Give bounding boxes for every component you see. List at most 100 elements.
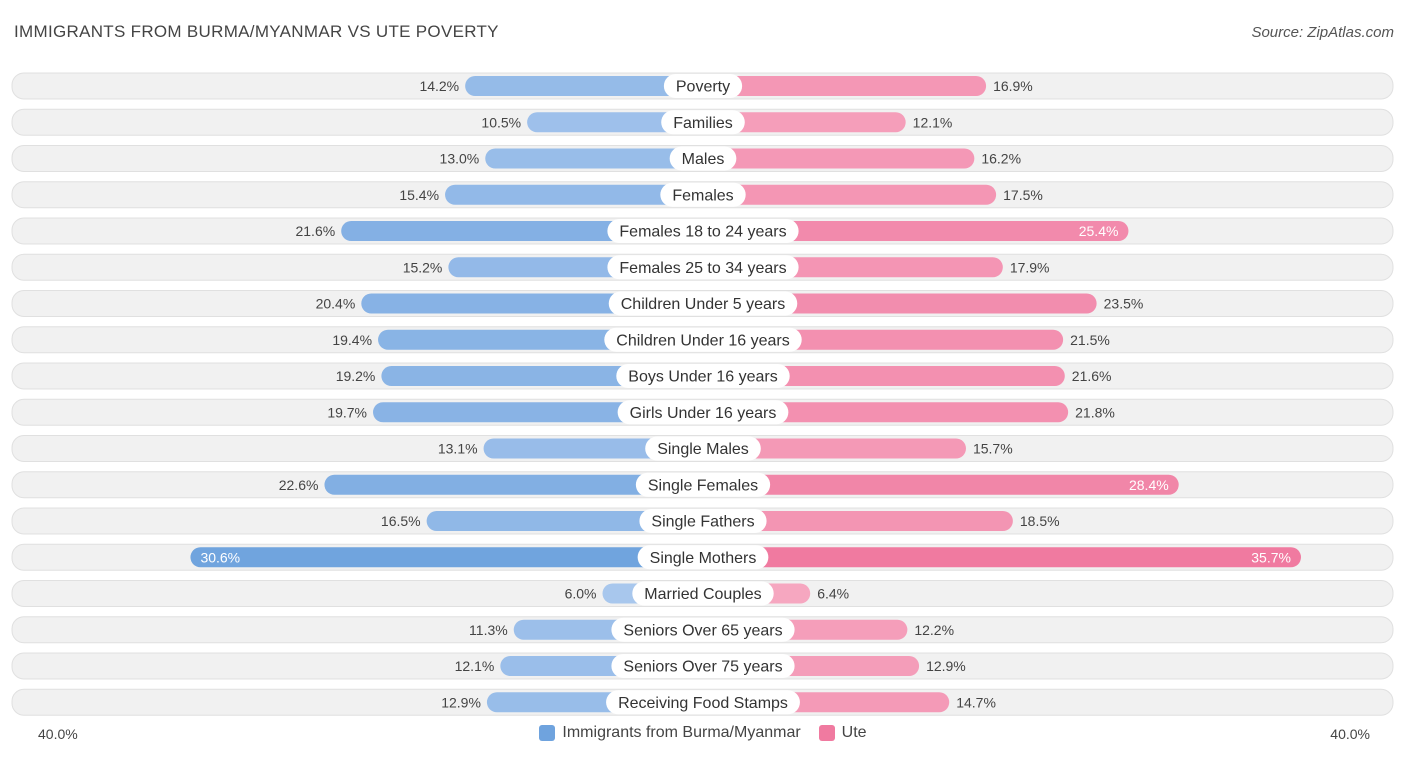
category-pill — [661, 110, 745, 135]
chart-row: 6.0% 6.4% Married Couples — [11, 580, 1394, 607]
legend-label-left: Immigrants from Burma/Myanmar — [562, 724, 801, 741]
bar-left — [527, 112, 703, 133]
value-label-left: 10.5% — [481, 114, 521, 130]
value-label-right: 12.1% — [913, 114, 953, 130]
category-label: Girls Under 16 years — [630, 405, 777, 422]
chart-row: 12.1% 12.9% Seniors Over 75 years — [11, 652, 1394, 680]
value-label-left: 16.5% — [381, 513, 421, 529]
category-pill — [645, 436, 761, 461]
value-label-left: 15.2% — [403, 259, 443, 275]
value-label-right: 28.4% — [1129, 477, 1169, 493]
category-pill — [660, 182, 746, 207]
bar-right — [703, 184, 997, 205]
value-label-right: 21.5% — [1070, 332, 1110, 348]
legend: Immigrants from Burma/Myanmar Ute — [0, 724, 1406, 742]
chart-row: 12.9% 14.7% Receiving Food Stamps — [11, 688, 1394, 716]
chart-row: 11.3% 12.2% Seniors Over 65 years — [11, 616, 1394, 644]
chart-row: 15.2% 17.9% Females 25 to 34 years — [11, 253, 1394, 281]
bar-left — [465, 76, 703, 96]
category-pill — [616, 364, 790, 388]
category-label: Children Under 16 years — [616, 332, 789, 349]
category-label: Males — [682, 151, 725, 168]
category-pill — [606, 690, 800, 715]
category-label: Children Under 5 years — [621, 296, 786, 313]
value-label-right: 17.9% — [1010, 259, 1050, 275]
value-label-left: 12.9% — [441, 694, 481, 710]
bar-right — [703, 221, 1129, 241]
category-pill — [611, 654, 795, 678]
legend-swatch-left — [539, 725, 556, 741]
value-label-left: 22.6% — [279, 477, 319, 493]
chart-row: 30.6% 35.7% Single Mothers — [11, 543, 1394, 571]
bar-right — [703, 148, 975, 169]
category-pill — [669, 146, 737, 171]
value-label-right: 12.2% — [914, 622, 954, 638]
value-label-left: 13.0% — [440, 151, 480, 167]
category-label: Single Females — [648, 477, 758, 494]
value-label-left: 19.7% — [327, 404, 367, 420]
category-label: Boys Under 16 years — [628, 369, 777, 386]
category-pill — [611, 617, 795, 642]
chart-row: 20.4% 23.5% Children Under 5 years — [11, 290, 1394, 317]
legend-swatch-right — [818, 725, 835, 741]
bar-left — [426, 511, 703, 531]
value-label-right: 16.2% — [981, 151, 1021, 167]
category-pill — [608, 291, 798, 316]
category-pill — [639, 509, 767, 533]
value-label-left: 12.1% — [455, 658, 495, 674]
chart-row: 19.7% 21.8% Girls Under 16 years — [11, 398, 1394, 426]
chart-row: 22.6% 28.4% Single Females — [11, 471, 1394, 499]
value-label-left: 20.4% — [316, 296, 356, 312]
bar-right — [703, 547, 1301, 568]
category-pill — [604, 327, 802, 352]
chart-row: 10.5% 12.1% Families — [11, 108, 1394, 136]
source-credit: Source: ZipAtlas.com — [1251, 24, 1394, 41]
legend-item-left: Immigrants from Burma/Myanmar — [539, 724, 801, 742]
value-label-left: 30.6% — [200, 549, 240, 565]
value-label-left: 21.6% — [295, 223, 335, 239]
category-pill — [632, 581, 774, 606]
category-label: Receiving Food Stamps — [618, 695, 788, 712]
chart-row: 13.0% 16.2% Males — [11, 145, 1394, 172]
value-label-right: 18.5% — [1020, 513, 1060, 529]
category-label: Poverty — [676, 79, 730, 96]
category-pill — [635, 472, 771, 497]
value-label-left: 14.2% — [419, 78, 459, 94]
value-label-left: 6.0% — [565, 586, 597, 602]
bar-right — [703, 474, 1179, 495]
chart-row: 19.4% 21.5% Children Under 16 years — [11, 326, 1394, 354]
chart-title: IMMIGRANTS FROM BURMA/MYANMAR VS UTE POV… — [14, 22, 499, 41]
value-label-right: 21.8% — [1075, 404, 1115, 420]
chart-row: 16.5% 18.5% Single Fathers — [11, 507, 1394, 535]
category-label: Seniors Over 75 years — [623, 659, 782, 676]
value-label-right: 21.6% — [1072, 368, 1112, 384]
bar-right — [703, 112, 906, 133]
chart-row: 14.2% 16.9% Poverty — [11, 72, 1394, 100]
value-label-right: 14.7% — [956, 694, 996, 710]
category-label: Married Couples — [644, 586, 761, 603]
category-label: Families — [673, 115, 733, 132]
bar-left — [190, 547, 703, 568]
value-label-right: 6.4% — [817, 586, 849, 602]
value-label-left: 19.4% — [332, 332, 372, 348]
value-label-right: 17.5% — [1003, 187, 1043, 203]
category-label: Single Mothers — [650, 550, 757, 567]
legend-item-right: Ute — [818, 724, 867, 742]
bar-right — [703, 366, 1065, 386]
category-label: Seniors Over 65 years — [623, 622, 782, 639]
category-label: Single Males — [657, 441, 749, 458]
value-label-right: 16.9% — [993, 78, 1033, 94]
value-label-right: 25.4% — [1079, 223, 1119, 239]
category-pill — [607, 255, 799, 280]
value-label-left: 13.1% — [438, 441, 478, 457]
bar-left — [445, 184, 703, 205]
category-pill — [607, 219, 799, 243]
category-label: Females 18 to 24 years — [619, 224, 786, 241]
category-pill — [663, 74, 743, 98]
chart-row: 21.6% 25.4% Females 18 to 24 years — [11, 217, 1394, 245]
bar-right — [703, 293, 1097, 314]
chart-row: 19.2% 21.6% Boys Under 16 years — [11, 362, 1394, 390]
category-label: Females — [672, 187, 733, 204]
value-label-left: 19.2% — [336, 368, 376, 384]
